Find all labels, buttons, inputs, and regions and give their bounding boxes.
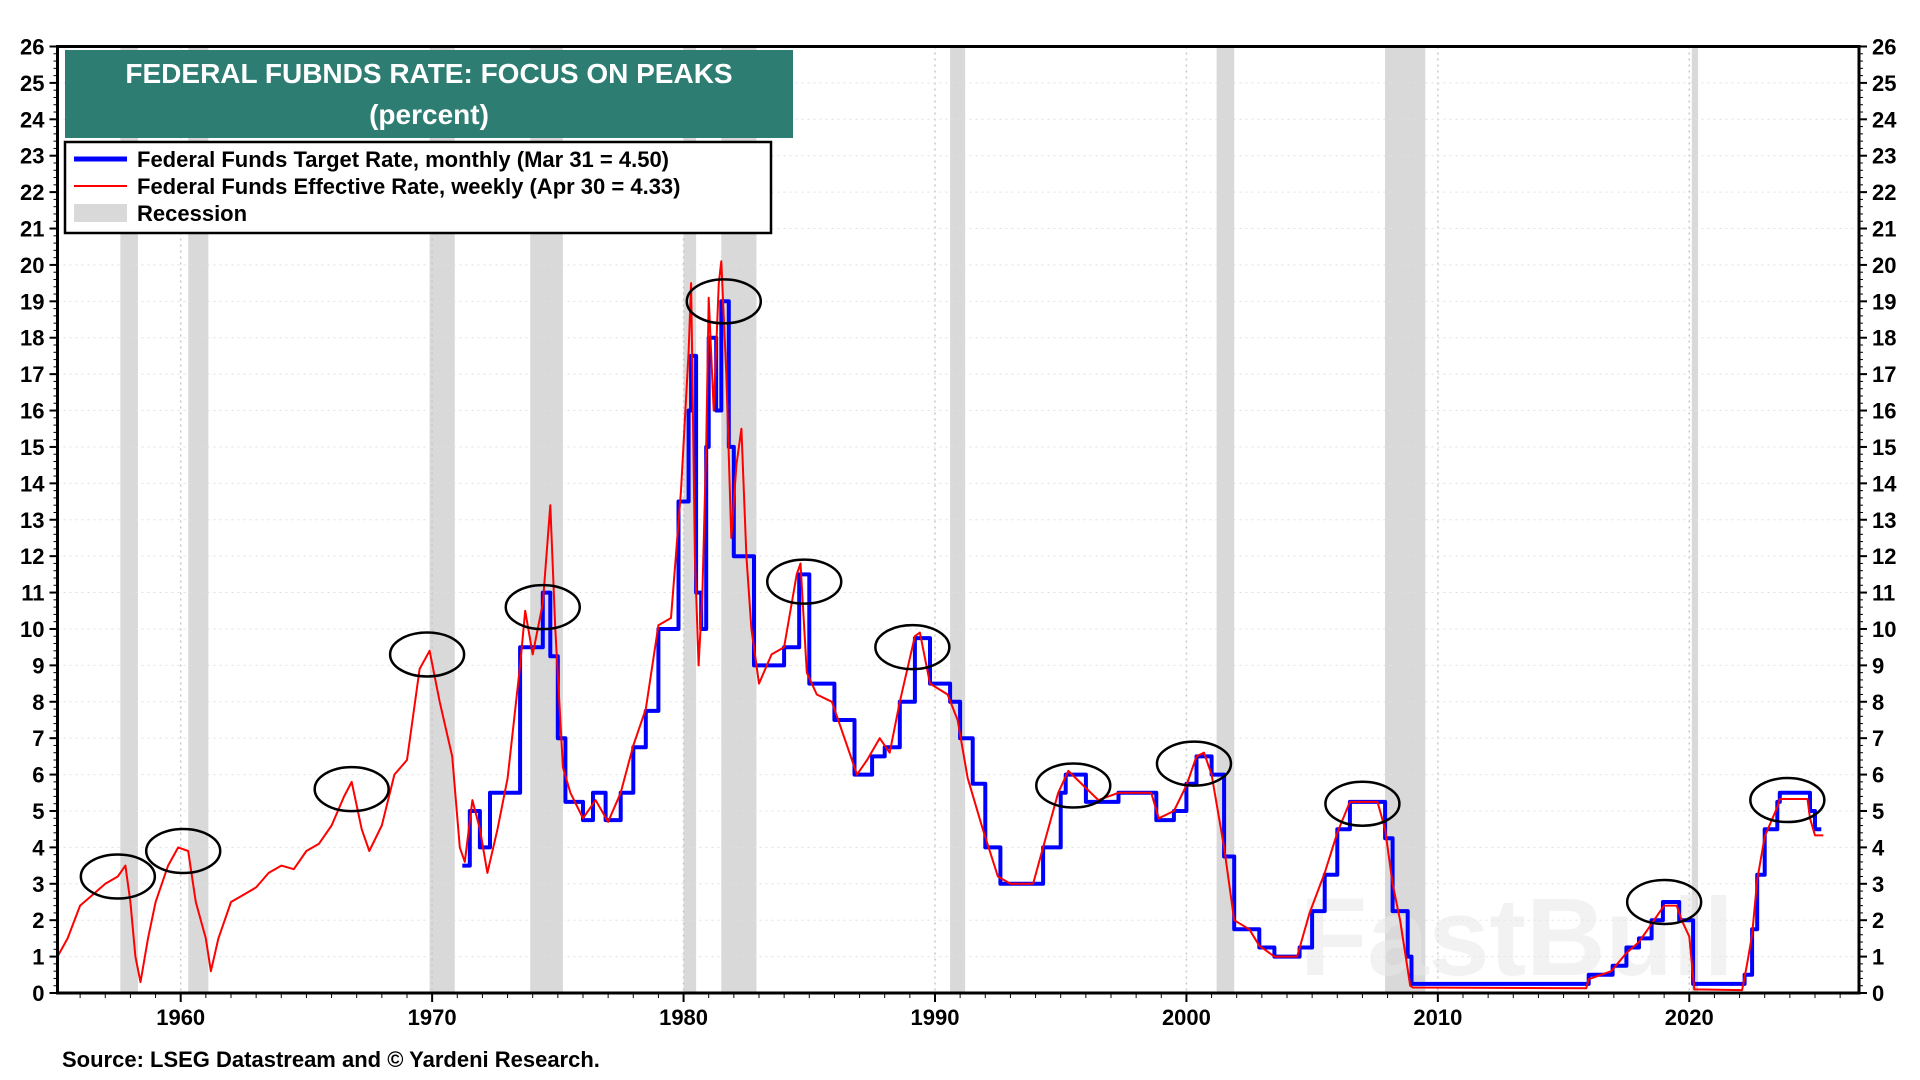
y-tick-label-right: 6: [1872, 763, 1884, 788]
recession-band: [1691, 46, 1699, 993]
recession-band: [1385, 46, 1426, 993]
y-tick-label-left: 11: [21, 581, 44, 606]
peak-circle: [685, 278, 763, 325]
y-tick-label-right: 11: [1872, 581, 1895, 606]
x-tick-label: 2000: [1162, 1005, 1211, 1030]
x-tick-label: 2010: [1413, 1005, 1462, 1030]
y-tick-label-left: 14: [20, 471, 45, 496]
y-tick-label-left: 23: [20, 144, 44, 169]
peak-circle: [79, 853, 157, 900]
peak-circle: [1324, 780, 1401, 827]
y-tick-label-left: 19: [20, 289, 44, 314]
y-tick-label-right: 0: [1872, 981, 1884, 1006]
chart-title: FEDERAL FUBNDS RATE: FOCUS ON PEAKS: [125, 58, 732, 89]
y-tick-label-left: 17: [20, 362, 44, 387]
y-tick-label-left: 9: [32, 653, 44, 678]
y-tick-label-right: 4: [1872, 835, 1885, 860]
y-tick-label-right: 1: [1872, 945, 1884, 970]
y-tick-label-right: 16: [1872, 399, 1896, 424]
peak-circle: [765, 558, 843, 605]
y-tick-label-right: 8: [1872, 690, 1884, 715]
x-tick-label: 1960: [156, 1005, 205, 1030]
y-tick-label-right: 5: [1872, 799, 1884, 824]
y-tick-label-right: 3: [1872, 872, 1884, 897]
series-line-effective: [56, 260, 1824, 992]
y-tick-label-left: 25: [20, 71, 44, 96]
peak-circle: [1155, 740, 1233, 787]
y-tick-label-right: 19: [1872, 289, 1896, 314]
y-tick-label-left: 22: [20, 180, 44, 205]
y-tick-label-left: 7: [32, 726, 44, 751]
y-tick-label-left: 12: [20, 544, 44, 569]
y-tick-label-left: 15: [20, 435, 44, 460]
y-tick-label-left: 0: [32, 981, 44, 1006]
recession-band: [188, 46, 209, 993]
y-tick-label-left: 8: [32, 690, 44, 715]
y-tick-label-left: 20: [20, 253, 44, 278]
peak-circle: [874, 623, 951, 671]
series: [56, 260, 1824, 992]
peak-circle: [504, 583, 582, 631]
peak-circle: [1035, 762, 1112, 809]
y-tick-label-right: 26: [1872, 35, 1896, 60]
y-tick-label-right: 23: [1872, 144, 1896, 169]
peak-circle: [144, 827, 222, 875]
y-tick-label-left: 4: [32, 835, 45, 860]
y-tick-label-right: 2: [1872, 908, 1884, 933]
recession-band: [120, 46, 138, 993]
legend-label-target: Federal Funds Target Rate, monthly (Mar …: [137, 147, 669, 172]
y-tick-label-left: 10: [20, 617, 44, 642]
y-tick-label-right: 9: [1872, 653, 1884, 678]
y-tick-label-right: 14: [1872, 471, 1897, 496]
y-tick-label-right: 12: [1872, 544, 1896, 569]
y-tick-label-left: 6: [32, 763, 44, 788]
watermark: FastBull: [1300, 876, 1734, 999]
peak-circle: [1625, 878, 1703, 926]
y-tick-label-left: 18: [20, 326, 44, 351]
y-tick-label-left: 21: [20, 217, 44, 242]
y-tick-label-right: 22: [1872, 180, 1896, 205]
legend-label-effective: Federal Funds Effective Rate, weekly (Ap…: [137, 174, 681, 199]
y-tick-label-left: 1: [32, 945, 44, 970]
peak-circle: [388, 631, 466, 678]
x-tick-label: 1980: [659, 1005, 708, 1030]
y-tick-label-left: 5: [32, 799, 44, 824]
peak-circle: [1749, 776, 1826, 824]
recession-band: [683, 46, 697, 993]
y-tick-label-left: 13: [20, 508, 44, 533]
peak-circles: [79, 278, 1826, 926]
y-tick-label-right: 25: [1872, 71, 1896, 96]
y-tick-label-right: 7: [1872, 726, 1884, 751]
y-tick-label-left: 16: [20, 399, 44, 424]
x-tick-label: 1990: [911, 1005, 960, 1030]
y-tick-label-right: 24: [1872, 107, 1897, 132]
x-tick-label: 1970: [408, 1005, 457, 1030]
source-note: Source: LSEG Datastream and © Yardeni Re…: [62, 1047, 600, 1072]
y-tick-label-right: 10: [1872, 617, 1896, 642]
y-tick-label-left: 24: [20, 107, 45, 132]
y-tick-label-left: 26: [20, 35, 44, 60]
title-box: FEDERAL FUBNDS RATE: FOCUS ON PEAKS (per…: [65, 50, 793, 138]
legend-label-recession: Recession: [137, 201, 247, 226]
y-tick-label-right: 17: [1872, 362, 1896, 387]
peak-circle: [313, 765, 390, 813]
legend: Federal Funds Target Rate, monthly (Mar …: [63, 140, 773, 235]
y-tick-label-right: 15: [1872, 435, 1896, 460]
chart-subtitle: (percent): [369, 99, 489, 130]
y-tick-label-right: 13: [1872, 508, 1896, 533]
x-tick-label: 2020: [1665, 1005, 1714, 1030]
legend-swatch-recession: [74, 204, 127, 222]
y-tick-label-left: 2: [32, 908, 44, 933]
y-tick-label-right: 20: [1872, 253, 1896, 278]
y-tick-label-left: 3: [32, 872, 44, 897]
y-tick-label-right: 21: [1872, 217, 1896, 242]
y-tick-label-right: 18: [1872, 326, 1896, 351]
